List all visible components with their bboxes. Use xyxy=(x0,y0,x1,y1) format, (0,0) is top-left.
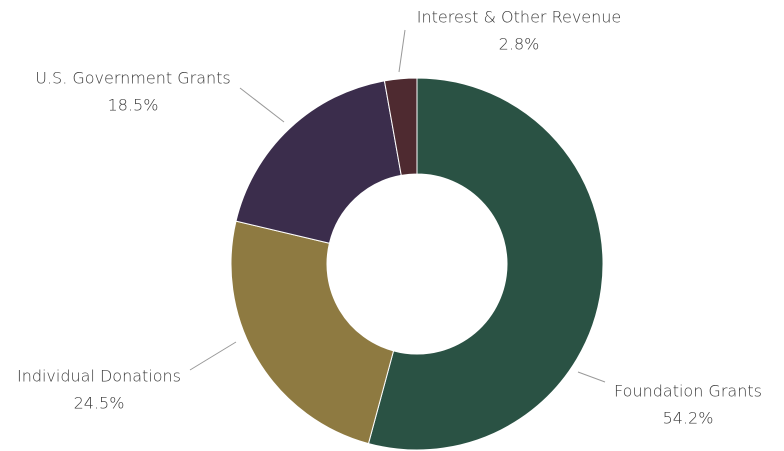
leader-line xyxy=(239,87,285,123)
slice-value-label: 54.2% xyxy=(663,409,714,428)
leader-line xyxy=(398,29,406,73)
donut-slice xyxy=(383,77,418,176)
slice-value-label: 24.5% xyxy=(74,394,125,413)
slice-label: Foundation Grants xyxy=(614,382,762,401)
slice-value-label: 2.8% xyxy=(499,35,540,54)
slice-label: U.S. Government Grants xyxy=(35,69,231,88)
leader-line xyxy=(577,371,606,383)
slice-value-label: 18.5% xyxy=(108,96,159,115)
slice-label: Individual Donations xyxy=(17,367,181,386)
leader-line xyxy=(189,341,237,371)
donut-slice xyxy=(367,77,604,451)
slice-label: Interest & Other Revenue xyxy=(417,8,622,27)
donut-slice xyxy=(230,220,395,445)
donut-slice xyxy=(235,80,402,244)
